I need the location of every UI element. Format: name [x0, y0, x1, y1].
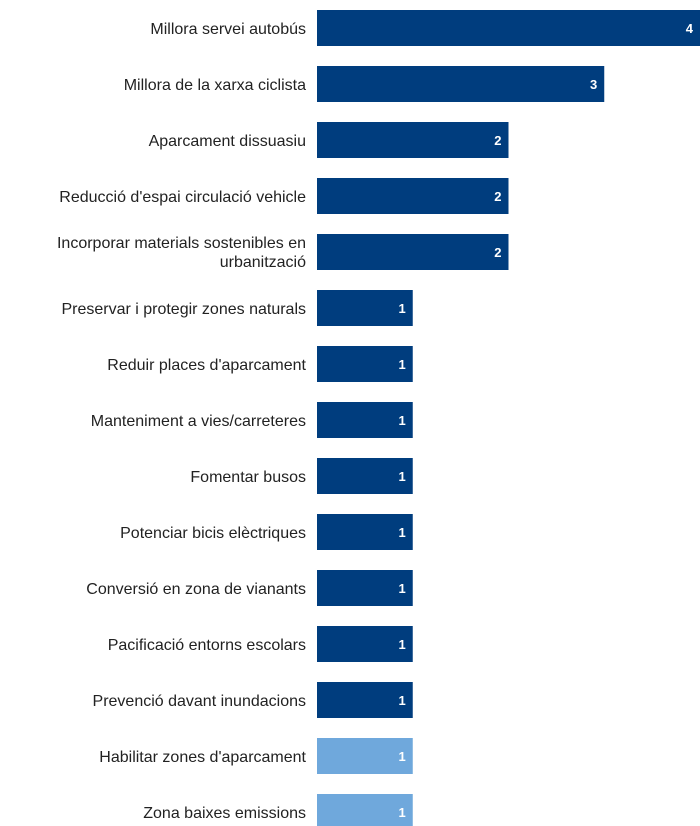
category-label: Habilitar zones d'aparcament [99, 749, 306, 766]
category-label: Reducció d'espai circulació vehicle [59, 189, 306, 206]
bar [317, 682, 413, 718]
bar [317, 346, 413, 382]
category-label: Potenciar bicis elèctriques [120, 525, 306, 542]
category-labels: Millora servei autobús Millora de la xarx… [57, 21, 307, 822]
bar [317, 626, 413, 662]
bar [317, 66, 605, 102]
value-label: 2 [494, 245, 501, 260]
bar [317, 514, 413, 550]
category-label: Pacificació entorns escolars [108, 637, 306, 654]
bar [317, 122, 509, 158]
value-label: 1 [399, 357, 406, 372]
value-labels: 4 3 2 2 2 1 1 1 1 1 1 1 1 1 1 [399, 21, 694, 820]
value-label: 1 [399, 469, 406, 484]
category-label: Manteniment a vies/carreteres [91, 413, 306, 430]
bar [317, 458, 413, 494]
value-label: 4 [686, 21, 694, 36]
category-label: Incorporar materials sostenibles en urban… [57, 235, 306, 271]
bars [317, 10, 700, 826]
category-label: Millora de la xarxa ciclista [124, 77, 306, 94]
bar [317, 178, 509, 214]
category-label: Fomentar busos [190, 469, 306, 486]
category-label: Preservar i protegir zones naturals [61, 301, 306, 318]
bar [317, 570, 413, 606]
bar [317, 402, 413, 438]
value-label: 1 [399, 749, 406, 764]
value-label: 2 [494, 189, 501, 204]
category-label: Reduir places d'aparcament [107, 357, 306, 374]
bar [317, 234, 509, 270]
bar [317, 290, 413, 326]
value-label: 1 [399, 413, 406, 428]
category-label: Prevenció davant inundacions [93, 693, 306, 710]
value-label: 1 [399, 525, 406, 540]
value-label: 1 [399, 637, 406, 652]
bar [317, 738, 413, 774]
category-label: Zona baixes emissions [143, 805, 306, 822]
value-label: 2 [494, 133, 501, 148]
value-label: 1 [399, 581, 406, 596]
category-label: Millora servei autobús [150, 21, 306, 38]
category-label: Aparcament dissuasiu [149, 133, 306, 150]
value-label: 1 [399, 805, 406, 820]
value-label: 1 [399, 301, 406, 316]
value-label: 3 [590, 77, 597, 92]
bar [317, 10, 700, 46]
bar [317, 794, 413, 826]
category-label: Conversió en zona de vianants [86, 581, 306, 598]
value-label: 1 [399, 693, 406, 708]
